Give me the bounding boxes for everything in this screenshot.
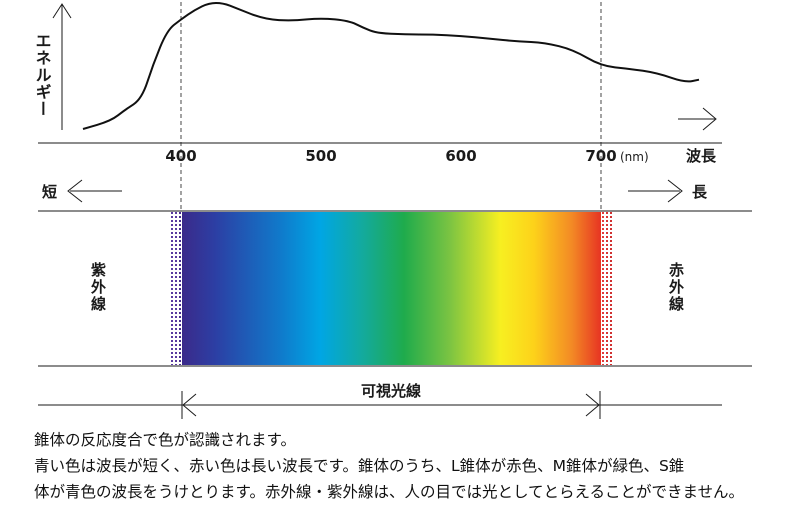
caption-line-2: 青い色は波長が短く、赤い色は長い波長です。錐体のうち、L錐体が赤色、M錐体が緑色…	[34, 457, 685, 475]
caption-line-1: 錐体の反応度合で色が認識されます。	[34, 431, 296, 449]
energy-curve-group	[82, 2, 700, 130]
spectrum-diagram: エネルギー 400 500 600 700 (nm) 波長 短 長 紫外線 赤外線 可…	[33, 2, 752, 419]
tick-labels: 400 500 600 700	[165, 147, 616, 165]
short-arrowhead	[67, 179, 83, 203]
energy-curve	[82, 2, 700, 130]
wavelength-direction-arrowhead	[702, 107, 717, 131]
tick-label-500: 500	[305, 147, 336, 165]
infrared-strip	[602, 212, 612, 365]
long-arrowhead	[667, 179, 683, 203]
unit-label: (nm)	[620, 150, 649, 164]
short-label: 短	[42, 183, 57, 201]
visible-range-arrowhead-right	[585, 393, 600, 417]
visible-range-arrowhead-left	[182, 393, 197, 417]
energy-axis-label: エネルギー	[33, 33, 52, 118]
long-label: 長	[692, 183, 708, 201]
tick-label-600: 600	[445, 147, 476, 165]
tick-label-400: 400	[165, 147, 196, 165]
caption-line-3: 体が青色の波長をうけとります。赤外線・紫外線は、人の目では光としてとらえることが…	[34, 483, 745, 501]
visible-light-label: 可視光線	[361, 382, 421, 400]
energy-axis-arrowhead	[52, 3, 72, 19]
tick-label-700: 700	[585, 147, 616, 165]
ultraviolet-label: 紫外線	[89, 262, 107, 313]
wavelength-axis-label: 波長	[686, 147, 717, 165]
infrared-label: 赤外線	[667, 261, 685, 313]
visible-spectrum-band	[182, 212, 601, 365]
ultraviolet-strip	[171, 212, 181, 365]
